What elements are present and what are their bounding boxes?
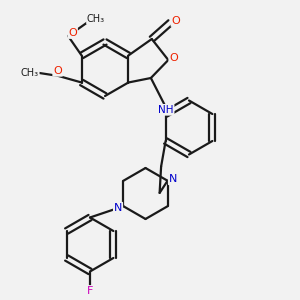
Text: O: O bbox=[171, 16, 180, 26]
Text: CH₃: CH₃ bbox=[21, 68, 39, 78]
Text: O: O bbox=[53, 66, 62, 76]
Text: N: N bbox=[169, 174, 177, 184]
Text: O: O bbox=[68, 28, 77, 38]
Text: NH: NH bbox=[158, 105, 174, 115]
Text: F: F bbox=[87, 286, 93, 296]
Text: N: N bbox=[114, 203, 122, 213]
Text: O: O bbox=[169, 53, 178, 64]
Text: CH₃: CH₃ bbox=[87, 14, 105, 24]
